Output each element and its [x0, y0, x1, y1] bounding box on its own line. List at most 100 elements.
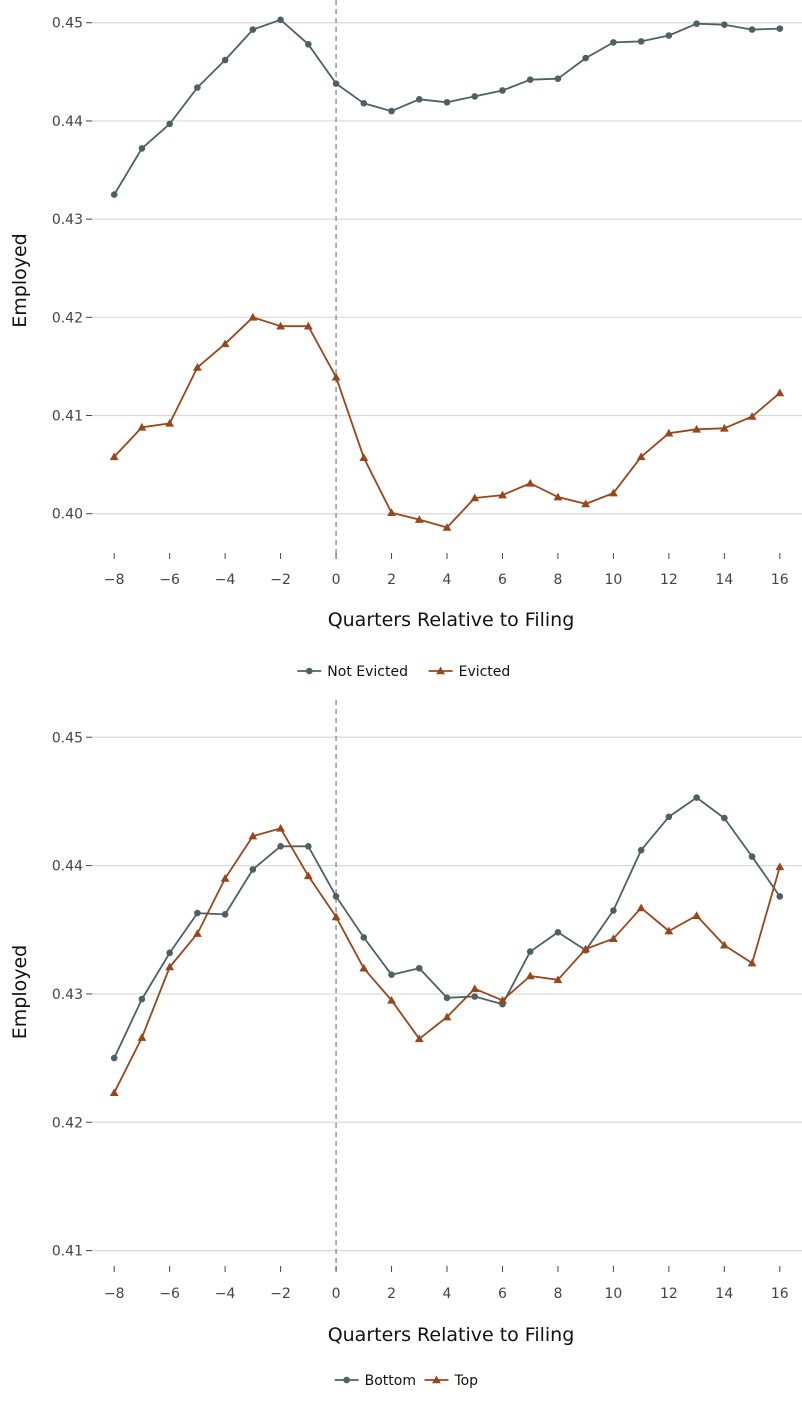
data-point: [581, 944, 591, 953]
data-point: [331, 372, 341, 381]
data-point: [665, 32, 673, 39]
data-point: [609, 934, 618, 943]
data-point: [414, 1034, 424, 1043]
data-point: [138, 995, 146, 1003]
series-line-evicted: [113, 316, 781, 529]
data-point: [554, 75, 562, 83]
y-tick-label: 0.41: [52, 1244, 83, 1260]
data-point: [693, 794, 700, 801]
data-point: [137, 422, 147, 431]
legend-marker: [436, 666, 445, 675]
legend-marker: [343, 1376, 350, 1384]
data-point: [719, 940, 729, 949]
x-tick-label: −6: [159, 572, 180, 588]
y-tick-label: 0.40: [52, 507, 83, 523]
bottom-chart: 0.41 0.42 0.43 0.44 0.45 −8 −6 −4 −2 0 2 4 6 8 10 12 14 1…: [9, 700, 802, 1389]
data-point: [194, 84, 201, 91]
data-point: [387, 508, 396, 517]
y-tick-label: 0.43: [52, 212, 83, 228]
x-tick-label: 2: [387, 1286, 396, 1302]
data-point: [305, 843, 312, 850]
data-point: [138, 145, 146, 152]
y-tick-label: 0.45: [52, 16, 83, 32]
data-point: [636, 903, 646, 912]
x-axis-title: Quarters Relative to Filing: [328, 1324, 575, 1346]
data-point: [498, 995, 507, 1004]
data-point: [748, 853, 756, 860]
data-point: [303, 321, 313, 330]
data-point: [747, 958, 757, 967]
data-point: [525, 971, 535, 980]
y-axis-title: Employed: [9, 945, 31, 1039]
data-point: [388, 107, 395, 115]
data-point: [359, 453, 369, 462]
legend-label: Evicted: [459, 664, 511, 680]
data-point: [471, 93, 479, 100]
data-point: [192, 363, 202, 371]
data-point: [221, 911, 229, 918]
data-point: [553, 492, 563, 501]
data-point: [303, 871, 313, 880]
x-tick-label: 0: [332, 1286, 341, 1302]
data-point: [719, 423, 729, 432]
data-point: [442, 1012, 452, 1021]
data-point: [387, 995, 396, 1004]
data-point: [525, 478, 535, 487]
data-point: [693, 20, 700, 28]
x-tick-label: 0: [332, 572, 341, 588]
data-point: [636, 452, 646, 461]
data-point: [110, 191, 118, 198]
x-tick-label: 14: [715, 572, 733, 588]
data-point: [554, 929, 562, 936]
data-point: [165, 418, 175, 427]
data-point: [609, 488, 618, 497]
data-point: [165, 962, 175, 971]
data-point: [610, 907, 617, 914]
legend-item: Evicted: [428, 664, 511, 680]
data-point: [692, 424, 702, 433]
data-point: [109, 452, 119, 461]
x-tick-label: 8: [553, 1286, 562, 1302]
top-chart: 0.40 0.41 0.42 0.43 0.44 0.45 −8 −6 −4 −2 0 2 4 6 8 10 1…: [9, 0, 802, 680]
data-point: [332, 80, 340, 87]
data-point: [470, 493, 480, 502]
x-tick-label: 12: [660, 1286, 678, 1302]
data-point: [471, 993, 479, 1000]
y-tick-label: 0.42: [52, 310, 83, 326]
x-axis-title: Quarters Relative to Filing: [328, 609, 575, 631]
data-point: [443, 98, 451, 106]
data-point: [305, 41, 312, 48]
data-point: [331, 912, 341, 921]
data-point: [248, 312, 258, 321]
data-point: [137, 1033, 147, 1041]
series-line-top: [113, 827, 781, 1094]
data-point: [498, 490, 507, 499]
x-tick-label: 16: [771, 1286, 789, 1302]
y-tick-label: 0.44: [52, 859, 83, 875]
x-tick-label: 8: [553, 572, 562, 588]
data-point: [277, 16, 284, 24]
data-point: [721, 814, 728, 822]
y-tick-label: 0.45: [52, 730, 83, 746]
data-point: [415, 964, 423, 972]
legend-item: Bottom: [334, 1373, 416, 1389]
data-point: [249, 26, 257, 33]
data-point: [249, 866, 257, 873]
data-point: [248, 831, 258, 840]
data-point: [277, 843, 284, 850]
x-tick-label: −2: [270, 1286, 291, 1302]
data-point: [553, 975, 563, 984]
data-point: [610, 39, 617, 46]
series-line-not-evicted: [113, 18, 780, 196]
legend-label: Not Evicted: [327, 664, 408, 680]
x-tick-label: 6: [498, 572, 507, 588]
x-tick-label: −4: [215, 572, 236, 588]
x-tick-label: −4: [215, 1286, 236, 1302]
data-point: [499, 87, 506, 94]
data-point: [166, 949, 173, 957]
x-tick-label: −8: [104, 1286, 125, 1302]
y-tick-label: 0.44: [52, 114, 83, 130]
data-point: [443, 994, 451, 1002]
data-point: [721, 21, 728, 28]
legend-item: Top: [424, 1373, 478, 1389]
